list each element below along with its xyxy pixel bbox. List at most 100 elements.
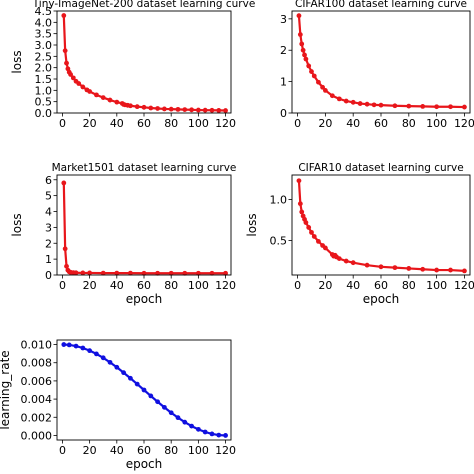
y-tick-label: 1.5 <box>35 73 53 86</box>
data-point <box>155 399 160 405</box>
x-tick-label: 120 <box>215 279 236 292</box>
data-point <box>68 72 73 77</box>
data-point <box>311 73 317 79</box>
x-tick-label: 20 <box>318 117 332 130</box>
subplot-4: 0 20 40 60 80 100 120 0.5 1.0 CIFAR10 dataset lea… <box>245 162 474 306</box>
y-tick-label: 0.006 <box>21 375 53 388</box>
data-point <box>189 107 194 113</box>
data-point <box>62 246 68 252</box>
x-tick-label: 120 <box>454 117 474 130</box>
data-point <box>168 106 174 112</box>
x-tick-label: 100 <box>426 279 447 292</box>
data-point <box>299 41 305 47</box>
data-point <box>322 245 328 251</box>
data-point <box>343 258 349 264</box>
axes-frame <box>291 10 471 114</box>
subplot-2: 0 20 40 60 80 100 120 0 1 2 3 CIFAR100 dataset lear… <box>280 0 474 130</box>
data-point <box>336 96 342 102</box>
data-point <box>195 107 201 113</box>
data-point <box>62 48 68 54</box>
data-point <box>392 103 398 109</box>
data-point <box>306 225 312 230</box>
subplot-1: 0 20 40 60 80 100 1200.00.51.01.52.02.53.03.54… <box>10 0 255 130</box>
data-point <box>80 270 86 276</box>
y-tick-label: 1 <box>280 76 287 89</box>
y-tick-label: 0 <box>45 269 52 282</box>
data-point <box>94 351 99 357</box>
data-point <box>448 104 453 110</box>
data-point <box>357 101 363 106</box>
y-tick-label: 3 <box>45 221 52 234</box>
y-tick-label: 0.5 <box>35 96 53 109</box>
subplot-title: CIFAR100 dataset learning curve <box>295 0 467 10</box>
x-tick-label: 0 <box>59 444 66 457</box>
x-tick-label: 40 <box>346 279 360 292</box>
data-point <box>309 229 314 235</box>
series-line <box>297 14 466 109</box>
data-point <box>128 375 133 381</box>
data-point <box>87 270 93 276</box>
data-point <box>189 423 194 429</box>
x-axis-label: epoch <box>126 457 163 471</box>
data-point <box>322 88 328 93</box>
data-point <box>364 101 370 107</box>
series-line <box>62 181 227 275</box>
y-tick-label: 3.5 <box>35 28 53 41</box>
y-tick-label: 0.0 <box>35 107 53 120</box>
y-tick-label: 2.0 <box>35 62 53 75</box>
axes-frame <box>56 10 232 114</box>
y-tick-label: 0.004 <box>21 393 53 406</box>
x-tick-label: 0 <box>59 117 66 130</box>
data-point <box>296 178 302 184</box>
data-point <box>378 102 384 108</box>
data-point <box>76 81 82 86</box>
y-tick-label: 2 <box>280 44 287 57</box>
data-point <box>316 79 321 85</box>
x-tick-label: 40 <box>110 117 124 130</box>
y-axis-label: loss <box>10 50 24 73</box>
data-point <box>64 263 69 269</box>
data-point <box>148 393 154 399</box>
data-point <box>80 84 86 90</box>
axes-frame <box>291 174 471 276</box>
y-tick-label: 5 <box>45 190 52 203</box>
x-tick-label: 100 <box>188 444 209 457</box>
y-tick-label: 1.0 <box>35 84 53 97</box>
x-tick-label: 40 <box>110 279 124 292</box>
x-tick-label: 60 <box>137 279 151 292</box>
series-line <box>297 179 466 272</box>
data-point <box>350 99 356 105</box>
y-tick-label: 2.5 <box>35 50 53 63</box>
data-point <box>87 348 93 354</box>
y-tick-label: 3.0 <box>35 39 53 52</box>
x-tick-label: 80 <box>402 279 416 292</box>
data-point <box>209 107 215 113</box>
data-point <box>309 69 314 74</box>
x-tick-label: 80 <box>164 279 178 292</box>
data-point <box>371 102 377 108</box>
y-tick-label: 0.010 <box>21 339 53 352</box>
data-point <box>182 419 188 425</box>
data-point <box>195 270 201 276</box>
data-point <box>100 355 106 361</box>
x-tick-label: 20 <box>83 279 97 292</box>
data-point <box>434 267 440 273</box>
data-point <box>209 270 215 276</box>
data-point <box>364 262 370 268</box>
data-point <box>296 13 302 19</box>
data-point <box>107 97 113 103</box>
x-tick-label: 120 <box>454 279 474 292</box>
data-point <box>462 104 467 110</box>
data-point <box>329 93 335 99</box>
series-1 <box>296 178 467 274</box>
data-point <box>209 431 215 437</box>
series-line <box>62 14 227 112</box>
x-tick-label: 100 <box>188 117 209 130</box>
y-tick-label: 6 <box>45 174 52 187</box>
y-tick-label: 0.002 <box>21 411 53 424</box>
data-point <box>303 56 309 62</box>
data-point <box>134 381 140 387</box>
data-point <box>420 104 426 109</box>
data-point <box>406 266 412 271</box>
